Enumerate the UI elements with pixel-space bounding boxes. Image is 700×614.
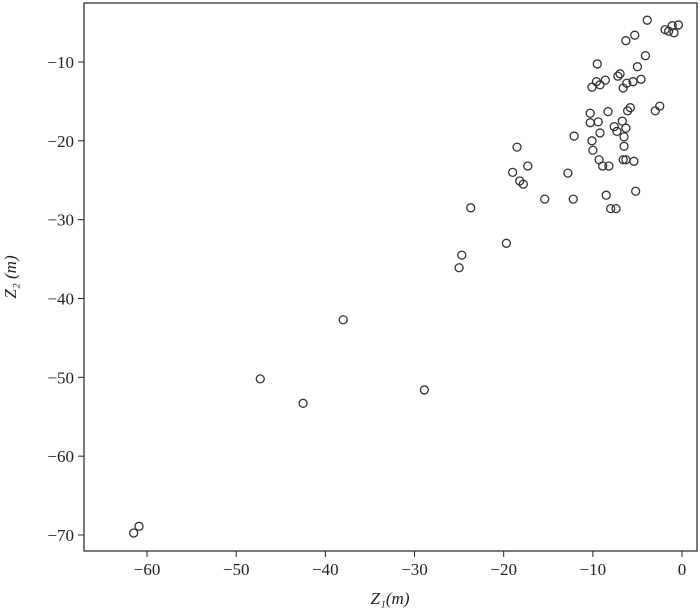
point <box>588 145 598 155</box>
plot-frame <box>83 2 698 552</box>
point <box>601 190 611 200</box>
point <box>612 126 622 136</box>
point <box>655 101 665 111</box>
point <box>466 203 476 213</box>
point <box>650 106 660 116</box>
x-tick-label: −60 <box>134 560 161 579</box>
point <box>501 238 512 248</box>
point <box>603 106 613 117</box>
point <box>507 167 518 177</box>
point <box>628 77 638 87</box>
point <box>457 250 467 260</box>
point <box>606 203 616 214</box>
point <box>611 203 621 214</box>
point <box>419 385 429 395</box>
point <box>569 131 579 141</box>
point <box>568 194 578 204</box>
point <box>604 161 614 171</box>
point <box>540 194 550 204</box>
point <box>518 179 528 189</box>
y-tick-label: −20 <box>47 132 74 151</box>
point <box>618 155 628 165</box>
y-tick-label: −60 <box>47 447 74 466</box>
point <box>134 521 144 531</box>
y-tick-label: −70 <box>47 526 74 545</box>
point <box>625 103 635 113</box>
point <box>669 28 679 38</box>
point <box>640 51 651 61</box>
point <box>598 161 608 171</box>
point <box>609 121 619 132</box>
point <box>587 82 597 92</box>
point <box>338 315 348 325</box>
point <box>600 75 610 85</box>
point <box>632 62 643 72</box>
y-tick-label: −10 <box>47 53 74 72</box>
y-tick-label: −40 <box>47 289 74 308</box>
point <box>454 263 464 273</box>
point <box>587 136 597 146</box>
point <box>592 59 602 69</box>
point <box>255 374 265 384</box>
point <box>595 80 605 90</box>
x-tick-label: −20 <box>490 560 517 579</box>
point <box>631 186 641 196</box>
point <box>622 78 632 88</box>
point <box>617 116 627 126</box>
x-axis-label: Z₁(m) <box>371 589 410 608</box>
y-tick-label: −50 <box>47 368 74 387</box>
x-tick-label: −50 <box>223 560 250 579</box>
point <box>593 117 603 127</box>
point <box>619 132 629 142</box>
point <box>630 30 640 40</box>
x-tick-label: 0 <box>678 560 687 579</box>
point <box>619 141 629 151</box>
point <box>585 108 595 118</box>
point <box>621 123 631 133</box>
point <box>595 128 605 138</box>
y-axis-label: Z₂ (m) <box>1 255 20 299</box>
x-tick-label: −40 <box>312 560 339 579</box>
point <box>585 118 595 128</box>
x-tick-label: −10 <box>580 560 607 579</box>
point <box>523 161 533 171</box>
point <box>636 74 646 84</box>
point <box>615 69 625 79</box>
point <box>512 142 522 152</box>
point <box>563 168 573 178</box>
point <box>613 71 623 81</box>
x-tick-label: −30 <box>401 560 428 579</box>
point <box>298 398 308 408</box>
point <box>621 36 631 46</box>
y-tick-label: −30 <box>47 211 74 230</box>
point <box>629 156 639 166</box>
point <box>129 528 139 538</box>
point <box>642 15 652 25</box>
point <box>673 20 684 30</box>
point <box>622 106 633 116</box>
